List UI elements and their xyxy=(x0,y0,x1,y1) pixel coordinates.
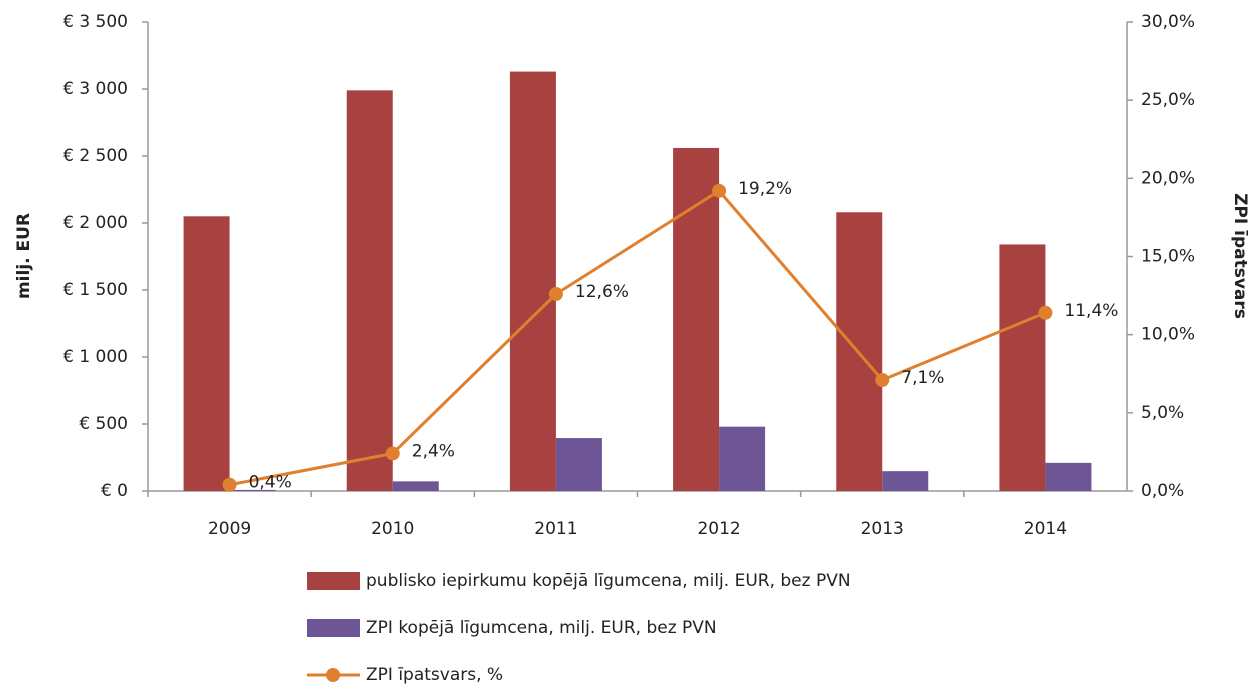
bar xyxy=(882,471,929,491)
y-tick-label: € 3 000 xyxy=(63,79,128,99)
bar xyxy=(719,426,766,491)
y2-tick-label: 5,0% xyxy=(1141,403,1184,423)
y-tick-label: € 2 000 xyxy=(63,213,128,233)
legend-swatch xyxy=(307,572,360,590)
bar xyxy=(673,147,720,491)
data-label: 11,4% xyxy=(1064,301,1118,321)
data-label: 19,2% xyxy=(738,179,792,199)
y2-tick-label: 20,0% xyxy=(1141,168,1195,188)
x-tick-label: 2011 xyxy=(534,519,577,539)
y-tick-label: € 2 500 xyxy=(63,146,128,166)
y-tick-label: € 1 000 xyxy=(63,347,128,367)
y-axis-label: milj. EUR xyxy=(14,213,34,299)
bar xyxy=(183,216,230,492)
y-tick-label: € 0 xyxy=(101,481,128,501)
line-point xyxy=(712,183,727,198)
y2-tick-label: 30,0% xyxy=(1141,12,1195,32)
bar xyxy=(1045,462,1092,491)
x-tick-label: 2010 xyxy=(371,519,414,539)
line-point xyxy=(875,373,890,388)
data-label: 12,6% xyxy=(575,282,629,302)
legend-label: ZPI īpatsvars, % xyxy=(366,665,503,685)
y2-axis-label: ZPI īpatsvars xyxy=(1230,193,1250,319)
line-point xyxy=(385,446,400,461)
bar xyxy=(392,481,439,491)
x-tick-label: 2012 xyxy=(697,519,740,539)
y2-tick-label: 25,0% xyxy=(1141,90,1195,110)
line-point xyxy=(548,287,563,302)
x-tick-label: 2009 xyxy=(208,519,251,539)
x-tick-label: 2013 xyxy=(861,519,904,539)
bar xyxy=(509,71,556,491)
bar xyxy=(346,90,393,491)
legend-label: ZPI kopējā līgumcena, milj. EUR, bez PVN xyxy=(366,618,717,638)
legend-swatch xyxy=(326,668,340,682)
y2-tick-label: 10,0% xyxy=(1141,325,1195,345)
line-point xyxy=(1038,305,1053,320)
data-label: 7,1% xyxy=(901,368,944,388)
legend-label: publisko iepirkumu kopējā līgumcena, mil… xyxy=(366,571,851,591)
y-tick-label: € 3 500 xyxy=(63,12,128,32)
line xyxy=(229,188,1046,487)
y-tick-label: € 1 500 xyxy=(63,280,128,300)
line-point xyxy=(222,477,237,492)
y-tick-label: € 500 xyxy=(79,414,128,434)
data-label: 0,4% xyxy=(249,473,292,493)
x-tick-label: 2014 xyxy=(1024,519,1067,539)
bar xyxy=(555,438,602,491)
bar xyxy=(229,489,276,491)
data-label: 2,4% xyxy=(412,441,455,461)
bar xyxy=(999,244,1046,491)
legend-swatch xyxy=(307,619,360,637)
y2-tick-label: 15,0% xyxy=(1141,247,1195,267)
y2-tick-label: 0,0% xyxy=(1141,481,1184,501)
